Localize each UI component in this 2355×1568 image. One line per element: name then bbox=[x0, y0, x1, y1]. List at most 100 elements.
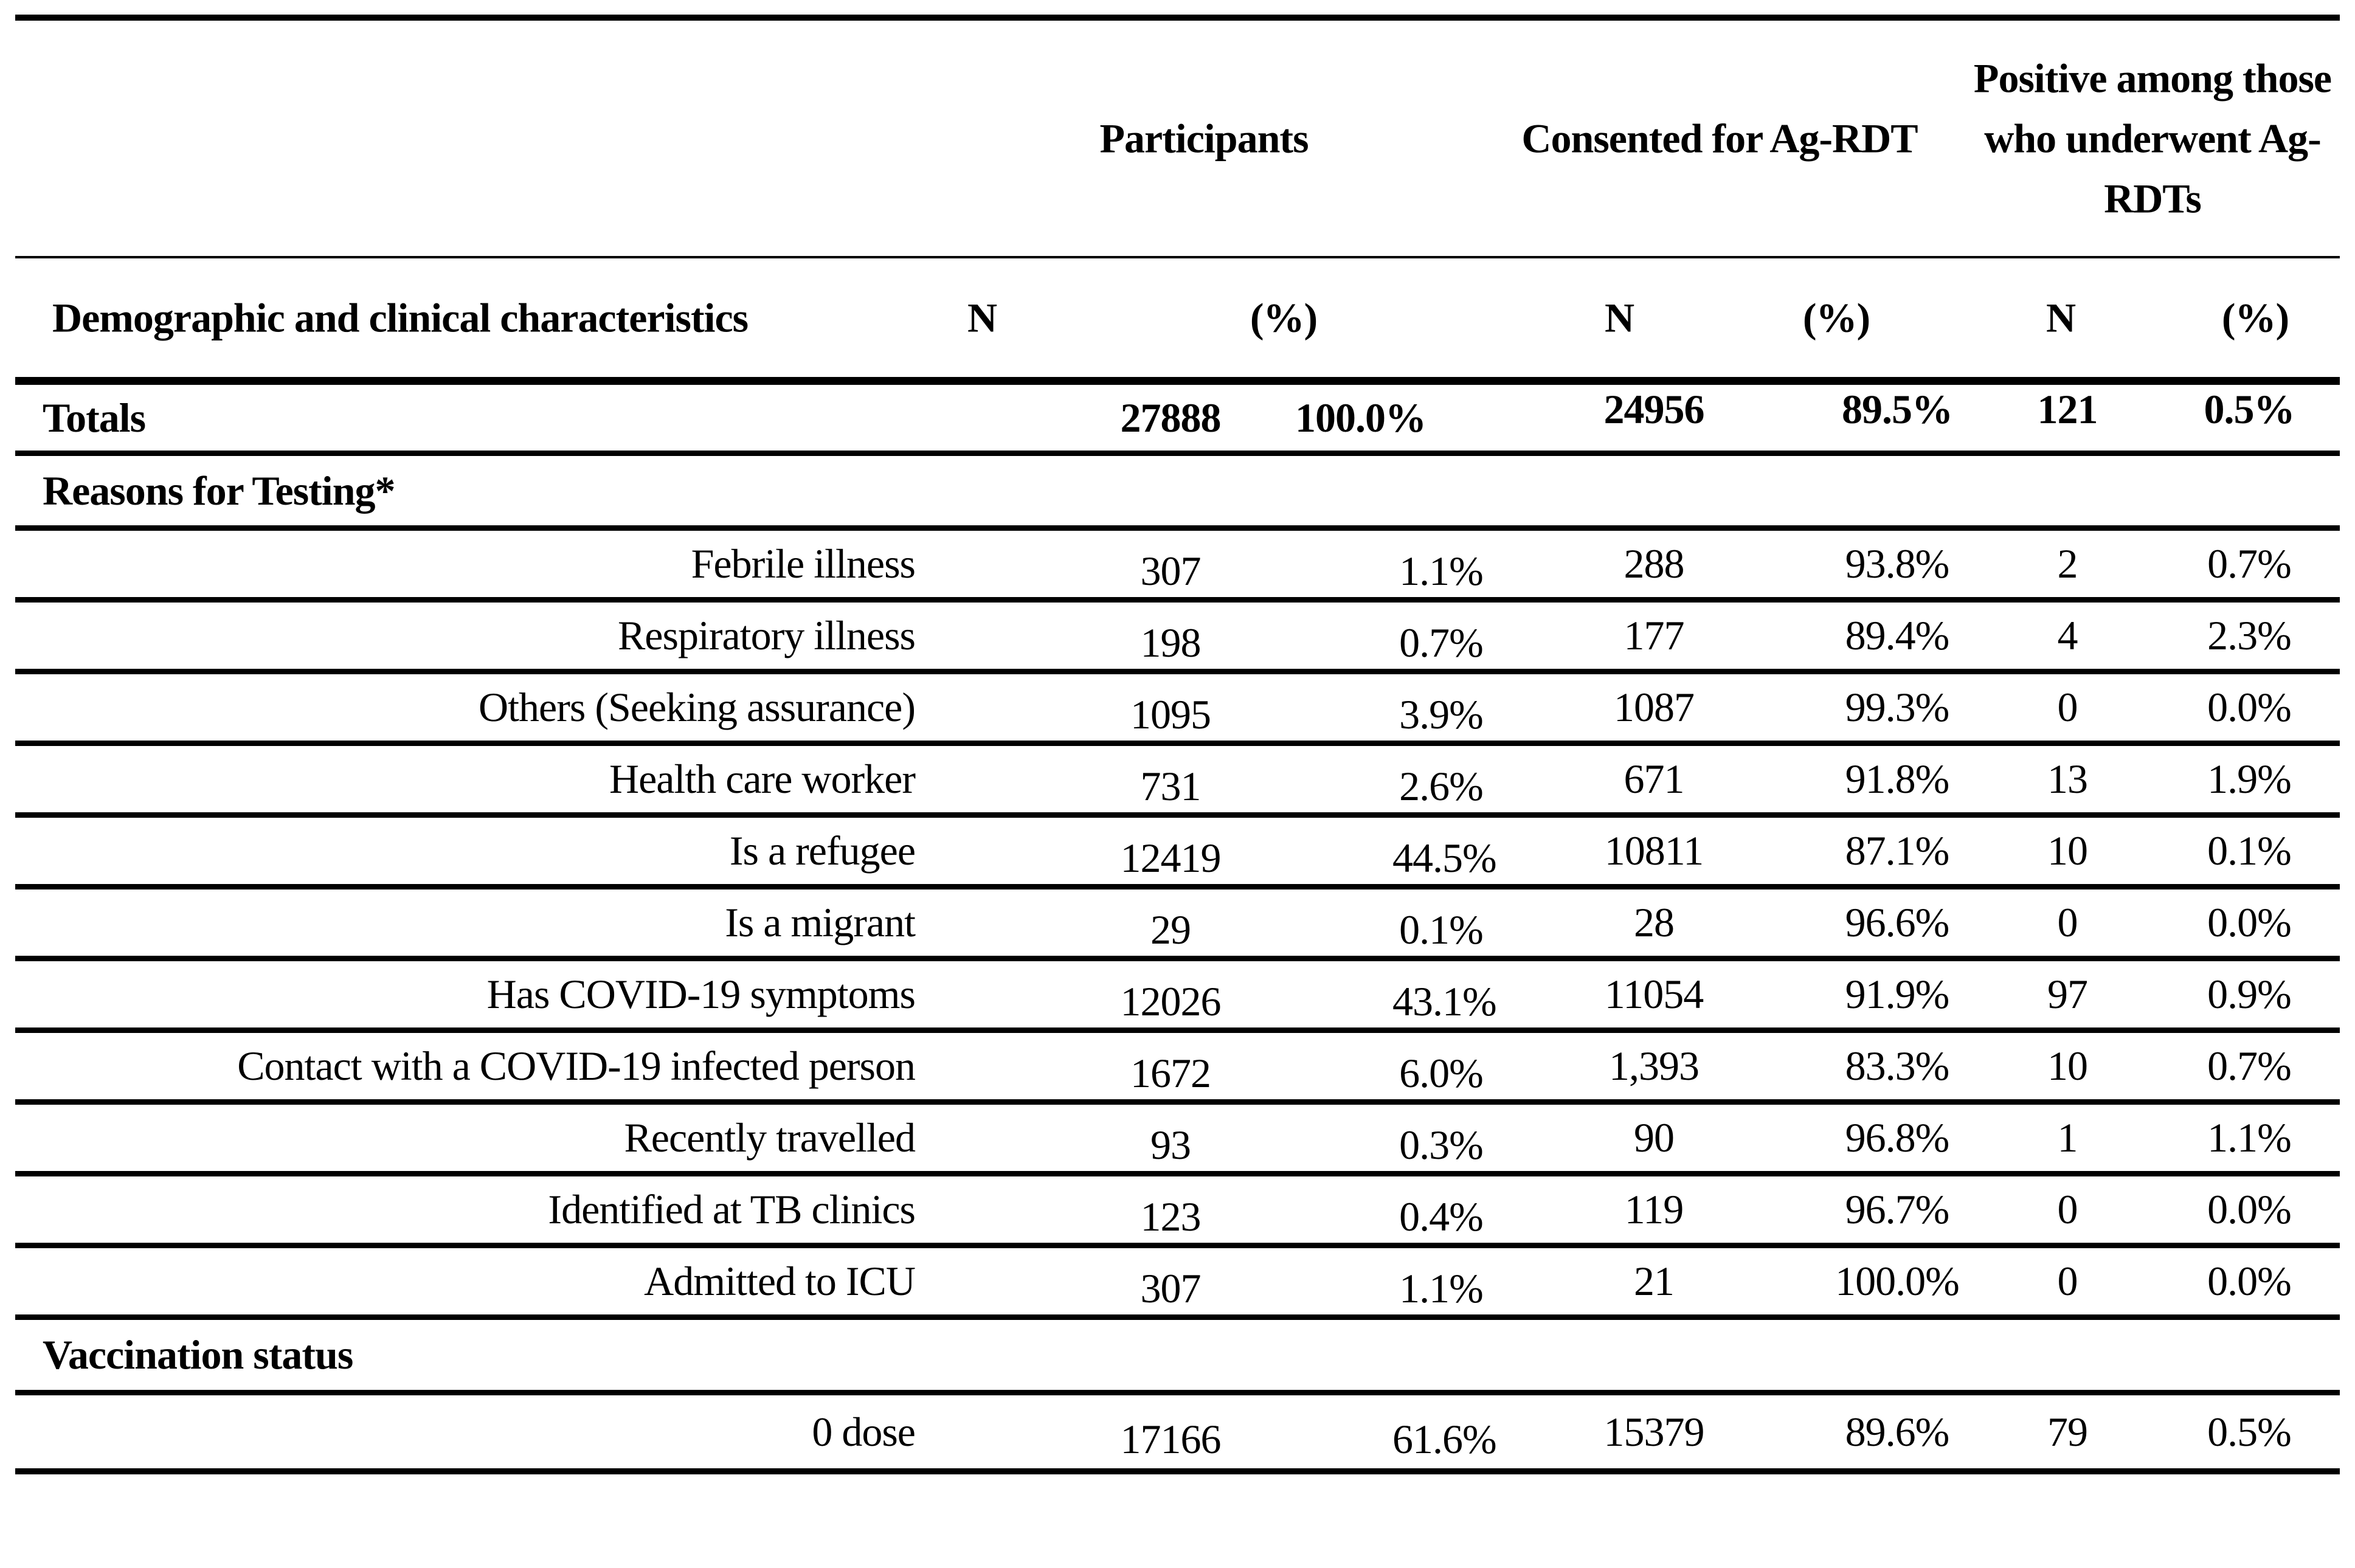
cell-pct-positive: 1.1% bbox=[2207, 1114, 2292, 1161]
cell-n-participants: 1095 bbox=[1130, 691, 1211, 737]
cell-n-consented: 15379 bbox=[1603, 1408, 1705, 1455]
column-header-pct-positive: (%) bbox=[2221, 294, 2289, 340]
row-label: Health care worker bbox=[609, 756, 916, 802]
table-row: Identified at TB clinics 123 0.4% 119 96… bbox=[15, 1176, 2340, 1248]
cell-n-participants: 307 bbox=[1140, 1265, 1202, 1311]
cell-pct-participants: 0.1% bbox=[1399, 907, 1484, 953]
cell-n-consented: 671 bbox=[1624, 756, 1685, 802]
cell-n-participants: 93 bbox=[1150, 1122, 1191, 1168]
table-row: Is a refugee 12419 44.5% 10811 87.1% 10 … bbox=[15, 818, 2340, 889]
cell-pct-participants: 0.4% bbox=[1399, 1193, 1484, 1240]
cell-pct-positive: 0.9% bbox=[2207, 971, 2292, 1017]
section-label: Vaccination status bbox=[43, 1331, 353, 1378]
cell-pct-participants: 0.7% bbox=[1399, 620, 1484, 666]
row-label: Admitted to ICU bbox=[644, 1258, 916, 1304]
column-header-pct-consented: (%) bbox=[1802, 294, 1870, 340]
cell-pct-consented: 89.6% bbox=[1845, 1408, 1950, 1455]
cell-n-participants: 29 bbox=[1150, 907, 1191, 953]
cell-n-positive: 97 bbox=[2047, 971, 2088, 1017]
cell-n-positive: 10 bbox=[2047, 827, 2088, 874]
row-label: Respiratory illness bbox=[617, 612, 916, 658]
table-row: Contact with a COVID-19 infected person … bbox=[15, 1033, 2340, 1105]
column-header-characteristic: Demographic and clinical characteristics bbox=[52, 294, 749, 340]
table-row: Febrile illness 307 1.1% 288 93.8% 2 0.7… bbox=[15, 531, 2340, 603]
cell-pct-participants: 2.6% bbox=[1399, 763, 1484, 809]
group-header-row: Participants Consented for Ag-RDT Positi… bbox=[15, 21, 2340, 258]
cell-n-positive: 10 bbox=[2047, 1043, 2088, 1089]
cell-n-participants: 17166 bbox=[1120, 1415, 1222, 1462]
cell-n-positive: 79 bbox=[2047, 1408, 2088, 1455]
cell-n-consented: 288 bbox=[1624, 541, 1685, 587]
cell-n-positive: 13 bbox=[2047, 756, 2088, 802]
table-row-totals: Totals 27888 100.0% 24956 89.5% 121 0.5% bbox=[15, 385, 2340, 456]
row-label: 0 dose bbox=[812, 1408, 916, 1455]
cell-pct-participants: 0.3% bbox=[1399, 1122, 1484, 1168]
column-header-pct-participants: (%) bbox=[1250, 294, 1318, 340]
cell-pct-positive: 0.0% bbox=[2207, 1258, 2292, 1304]
row-label: Others (Seeking assurance) bbox=[479, 684, 916, 730]
cell-n-participants: 12026 bbox=[1120, 978, 1222, 1024]
cell-n-positive: 0 bbox=[2057, 684, 2078, 730]
cell-n-participants: 731 bbox=[1140, 763, 1202, 809]
cell-pct-positive: 0.5% bbox=[2204, 385, 2295, 432]
cell-pct-positive: 1.9% bbox=[2207, 756, 2292, 802]
section-row-vaccination: Vaccination status bbox=[15, 1320, 2340, 1395]
cell-pct-participants: 6.0% bbox=[1399, 1050, 1484, 1096]
cell-n-consented: 10811 bbox=[1604, 827, 1704, 874]
row-label: Contact with a COVID-19 infected person bbox=[237, 1043, 916, 1089]
row-label: Totals bbox=[43, 394, 146, 441]
table-row: Admitted to ICU 307 1.1% 21 100.0% 0 0.0… bbox=[15, 1248, 2340, 1320]
cell-pct-consented: 83.3% bbox=[1845, 1043, 1950, 1089]
cell-pct-positive: 0.5% bbox=[2207, 1408, 2292, 1455]
table-row: Recently travelled 93 0.3% 90 96.8% 1 1.… bbox=[15, 1105, 2340, 1176]
row-label: Has COVID-19 symptoms bbox=[486, 971, 916, 1017]
table-row: Health care worker 731 2.6% 671 91.8% 13… bbox=[15, 746, 2340, 818]
cell-pct-consented: 91.9% bbox=[1845, 971, 1950, 1017]
cell-n-participants: 1672 bbox=[1130, 1050, 1211, 1096]
cell-n-consented: 24956 bbox=[1603, 385, 1705, 432]
cell-pct-positive: 0.7% bbox=[2207, 541, 2292, 587]
cell-n-positive: 121 bbox=[2037, 385, 2098, 432]
cell-n-positive: 0 bbox=[2057, 1186, 2078, 1232]
cell-n-positive: 0 bbox=[2057, 1258, 2078, 1304]
cell-n-consented: 1,393 bbox=[1609, 1043, 1700, 1089]
cell-n-consented: 177 bbox=[1624, 612, 1685, 658]
cell-pct-positive: 0.0% bbox=[2207, 684, 2292, 730]
cell-pct-participants: 1.1% bbox=[1399, 548, 1484, 594]
column-header-n-participants: N bbox=[967, 294, 997, 340]
cell-pct-consented: 93.8% bbox=[1845, 541, 1950, 587]
group-header-consented: Consented for Ag-RDT bbox=[1521, 115, 1918, 161]
cell-pct-consented: 87.1% bbox=[1845, 827, 1950, 874]
cell-pct-consented: 96.8% bbox=[1845, 1114, 1950, 1161]
cell-n-consented: 28 bbox=[1634, 899, 1675, 945]
cell-n-participants: 12419 bbox=[1120, 835, 1222, 881]
column-header-row: Demographic and clinical characteristics… bbox=[15, 258, 2340, 385]
group-header-participants: Participants bbox=[1099, 115, 1309, 161]
cell-pct-participants: 44.5% bbox=[1392, 835, 1497, 881]
cell-n-participants: 198 bbox=[1140, 620, 1202, 666]
section-label: Reasons for Testing* bbox=[43, 467, 396, 514]
cell-pct-positive: 0.0% bbox=[2207, 1186, 2292, 1232]
cell-pct-positive: 2.3% bbox=[2207, 612, 2292, 658]
cell-pct-participants: 100.0% bbox=[1295, 394, 1426, 441]
cell-n-consented: 1087 bbox=[1614, 684, 1695, 730]
table-row: Others (Seeking assurance) 1095 3.9% 108… bbox=[15, 674, 2340, 746]
cell-pct-consented: 89.4% bbox=[1845, 612, 1950, 658]
column-header-n-consented: N bbox=[1604, 294, 1634, 340]
cell-pct-positive: 0.1% bbox=[2207, 827, 2292, 874]
row-label: Is a refugee bbox=[729, 827, 916, 874]
table-row: Respiratory illness 198 0.7% 177 89.4% 4… bbox=[15, 603, 2340, 674]
cell-pct-consented: 96.7% bbox=[1845, 1186, 1950, 1232]
cell-n-positive: 0 bbox=[2057, 899, 2078, 945]
cell-n-participants: 307 bbox=[1140, 548, 1202, 594]
cell-n-consented: 119 bbox=[1624, 1186, 1684, 1232]
table-row: Has COVID-19 symptoms 12026 43.1% 11054 … bbox=[15, 961, 2340, 1033]
cell-pct-consented: 99.3% bbox=[1845, 684, 1950, 730]
table-row: 0 dose 17166 61.6% 15379 89.6% 79 0.5% bbox=[15, 1395, 2340, 1474]
cell-pct-consented: 100.0% bbox=[1835, 1258, 1960, 1304]
section-row-reasons: Reasons for Testing* bbox=[15, 456, 2340, 531]
cell-pct-participants: 61.6% bbox=[1392, 1415, 1497, 1462]
cell-pct-participants: 3.9% bbox=[1399, 691, 1484, 737]
cell-pct-participants: 43.1% bbox=[1392, 978, 1497, 1024]
characteristics-table: Participants Consented for Ag-RDT Positi… bbox=[15, 15, 2340, 1474]
